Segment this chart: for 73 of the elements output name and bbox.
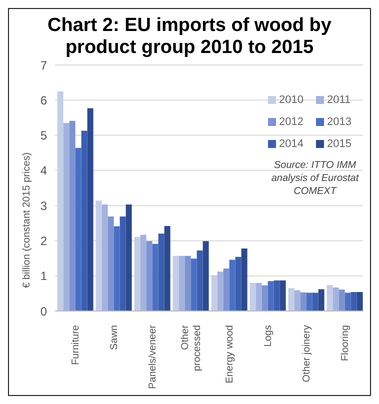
chart-title: Chart 2: EU imports of wood by product group 2010 to 2015 [46,14,332,59]
bar [344,292,351,311]
bar [318,289,324,311]
bar [196,250,203,311]
y-tick-label: 1 [40,269,48,284]
x-tick-label: Furniture [70,324,82,366]
bar [211,275,218,311]
bar [87,108,94,311]
bar [223,268,230,311]
bar [217,272,224,311]
bar [280,280,286,311]
y-tick-label: 2 [40,234,48,248]
y-axis-title: € billion (constant 2015 prices) [22,152,33,288]
x-tick-label: Energy wood [224,325,236,384]
bar [75,148,82,311]
bar [241,248,248,311]
bar [57,91,64,311]
bar [120,216,126,311]
bar [63,122,70,311]
bar [202,241,209,311]
legend-label: 2012 [279,115,304,130]
legend-label: 2015 [327,137,352,152]
x-tick-label: Other processed [180,324,203,372]
bar [306,292,312,311]
bar [235,256,242,311]
bar [250,282,256,311]
bar [288,288,294,311]
bar [96,200,102,311]
y-tick-label: 5 [40,128,48,143]
bar [158,234,164,311]
legend-label: 2010 [279,93,304,108]
bar [332,287,339,311]
bar [338,290,345,311]
x-tick-label: Sawn [108,325,120,350]
annotation: Source: ITTO IMM analysis of Eurostat COMEXT [270,159,360,198]
bar [140,234,146,311]
y-tick-label: 3 [40,198,48,213]
bar [356,292,363,311]
bar [178,256,185,311]
y-tick-label: 0 [40,304,48,318]
y-tick-label: 7 [40,58,48,72]
bar [184,256,191,311]
bar [312,292,318,311]
y-tick-label: 4 [40,164,48,178]
bar [172,256,179,311]
bar [274,280,280,311]
bar [256,282,262,311]
bar [146,241,152,311]
bar [102,204,108,311]
x-tick-label: Other joinery [301,325,312,382]
bar [69,120,76,311]
bar [350,292,357,311]
bar [326,284,333,311]
bar [268,281,274,311]
bar [300,292,306,311]
x-tick-label: Flooring [340,325,351,362]
bar [294,290,300,311]
x-tick-label: Logs [262,325,274,347]
bar [152,244,158,311]
bar [81,130,88,311]
bar [114,226,120,311]
bar [134,236,140,311]
legend-label: 2014 [279,137,304,152]
y-tick-label: 6 [40,93,48,108]
bar [126,204,132,311]
x-tick-label: Panels/veneer [147,324,158,389]
bar [262,285,268,311]
legend-label: 2011 [327,93,351,108]
bar [164,226,170,311]
legend-label: 2013 [327,115,352,130]
bar [229,260,236,311]
bar [108,216,114,311]
bar [190,258,197,311]
